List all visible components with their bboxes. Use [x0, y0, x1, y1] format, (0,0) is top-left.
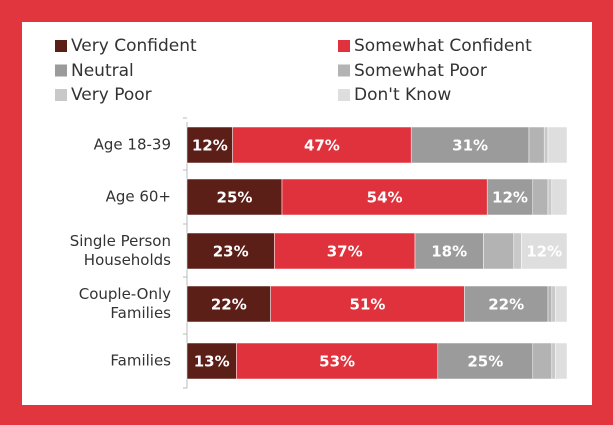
legend-label: Very Confident: [71, 36, 197, 56]
value-label: 37%: [327, 243, 363, 261]
value-label: 22%: [211, 296, 247, 314]
value-label: 31%: [452, 137, 488, 155]
bar-segment: [464, 285, 549, 323]
value-label: 13%: [194, 353, 230, 371]
legend-label: Somewhat Confident: [354, 36, 532, 56]
bar-segment: [555, 342, 568, 380]
bar-segment: [186, 178, 283, 216]
category-label: Couple-Only Families: [78, 285, 171, 322]
bar-segment: [547, 285, 553, 323]
value-label: 12%: [192, 137, 228, 155]
value-label: 54%: [367, 189, 403, 207]
bar-segment: [543, 126, 549, 164]
value-label: 22%: [488, 296, 524, 314]
legend-label: Very Poor: [71, 85, 152, 105]
bar-segment: [274, 232, 416, 270]
legend-label: Somewhat Poor: [354, 60, 487, 81]
legend-label: Don't Know: [354, 85, 452, 105]
bar-segment: [521, 232, 568, 270]
legend-swatch: [55, 64, 67, 77]
bar-segment: [551, 285, 556, 323]
value-label: 23%: [213, 243, 249, 261]
bar-segment: [186, 285, 271, 323]
legend-swatch: [55, 89, 67, 101]
value-label: 47%: [304, 137, 340, 155]
bar-segment: [532, 342, 553, 380]
value-label: 25%: [467, 353, 503, 371]
value-label: 51%: [350, 296, 386, 314]
bar-segment: [437, 342, 534, 380]
value-label: 25%: [217, 189, 253, 207]
bar-segment: [555, 285, 568, 323]
bar-segment: [270, 285, 465, 323]
category-label: Age 18-39: [93, 135, 171, 154]
category-label: Single Person Households: [69, 232, 171, 269]
value-label: 12%: [492, 189, 528, 207]
bar-segment: [281, 178, 488, 216]
bar-segment: [414, 232, 484, 270]
bar-segment: [483, 232, 515, 270]
bar-segment: [513, 232, 522, 270]
bar-segment: [186, 126, 233, 164]
value-label: 12%: [526, 243, 562, 261]
legend-swatch: [338, 40, 350, 52]
category-label: Families: [110, 351, 171, 370]
legend-swatch: [338, 89, 350, 101]
bar-segment: [236, 342, 439, 380]
legend-swatch: [55, 40, 67, 52]
value-label: 18%: [431, 243, 467, 261]
bar-segment: [486, 178, 534, 216]
bar-segment: [532, 178, 549, 216]
bar-segment: [547, 178, 553, 216]
bar-segment: [551, 342, 556, 380]
bar-segment: [186, 232, 275, 270]
legend-label: Neutral: [71, 60, 134, 81]
category-label: Age 60+: [105, 187, 171, 206]
bar-segment: [547, 126, 568, 164]
value-label: 53%: [319, 353, 355, 371]
legend-swatch: [338, 64, 350, 77]
bar-segment: [551, 178, 568, 216]
bar-segment: [528, 126, 545, 164]
